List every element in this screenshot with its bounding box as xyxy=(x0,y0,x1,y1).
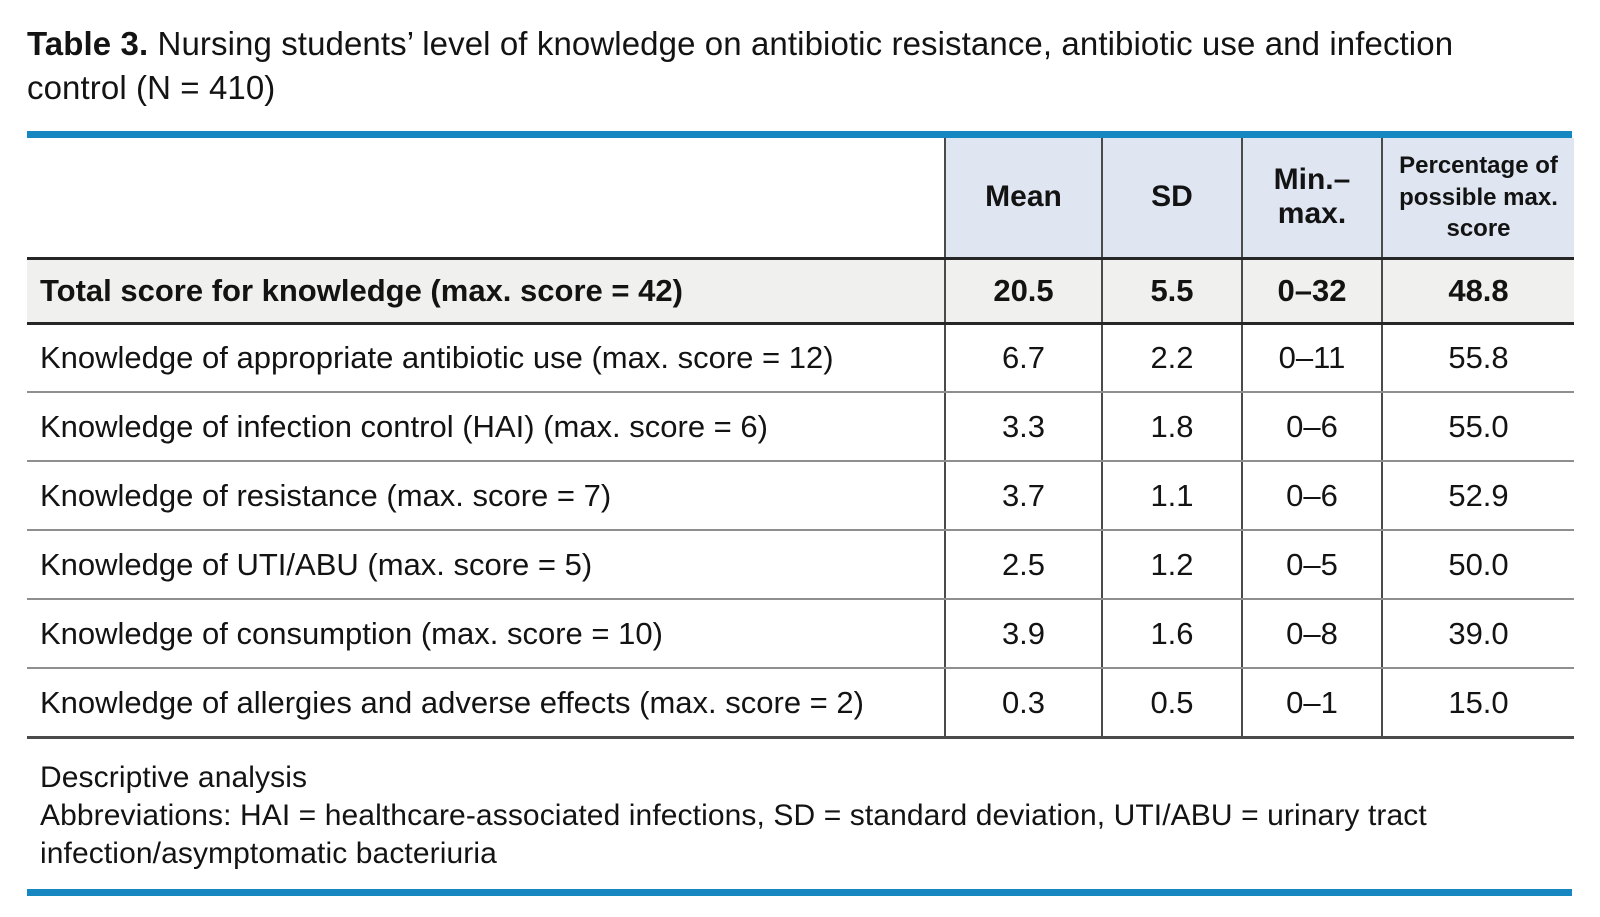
table-caption-number: Table 3. xyxy=(27,25,149,62)
cell-sd: 1.8 xyxy=(1101,392,1242,463)
cell-mean: 2.5 xyxy=(944,530,1102,601)
knowledge-table: Mean SD Min.–max. Percentage of possible… xyxy=(27,137,1574,739)
cell-sd: 5.5 xyxy=(1101,258,1242,325)
column-header-percentage: Percentage of possible max. score xyxy=(1381,137,1574,260)
row-label: Knowledge of consumption (max. score = 1… xyxy=(27,599,945,670)
footnote-analysis: Descriptive analysis xyxy=(40,760,308,794)
column-header-sd: SD xyxy=(1101,137,1242,260)
row-label: Knowledge of allergies and adverse effec… xyxy=(27,668,945,739)
table-row: Knowledge of resistance (max. score = 7)… xyxy=(27,461,1574,532)
cell-mean: 6.7 xyxy=(944,323,1102,394)
cell-percentage: 15.0 xyxy=(1381,668,1574,739)
cell-min-max: 0–11 xyxy=(1241,323,1382,394)
cell-mean: 3.7 xyxy=(944,461,1102,532)
cell-sd: 2.2 xyxy=(1101,323,1242,394)
cell-percentage: 48.8 xyxy=(1381,258,1574,325)
cell-sd: 1.2 xyxy=(1101,530,1242,601)
cell-percentage: 55.8 xyxy=(1381,323,1574,394)
cell-min-max: 0–6 xyxy=(1241,392,1382,463)
top-rule xyxy=(27,130,1572,138)
table-caption-text: Nursing students’ level of knowledge on … xyxy=(27,25,1454,106)
cell-percentage: 55.0 xyxy=(1381,392,1574,463)
cell-sd: 1.1 xyxy=(1101,461,1242,532)
cell-percentage: 50.0 xyxy=(1381,530,1574,601)
cell-sd: 0.5 xyxy=(1101,668,1242,739)
cell-mean: 3.3 xyxy=(944,392,1102,463)
table-footnotes: Descriptive analysis Abbreviations: HAI … xyxy=(27,759,1540,873)
cell-mean: 3.9 xyxy=(944,599,1102,670)
row-label: Total score for knowledge (max. score = … xyxy=(27,258,945,325)
row-label: Knowledge of UTI/ABU (max. score = 5) xyxy=(27,530,945,601)
column-header-empty xyxy=(27,137,945,260)
row-label: Knowledge of resistance (max. score = 7) xyxy=(27,461,945,532)
cell-min-max: 0–1 xyxy=(1241,668,1382,739)
column-header-min-max: Min.–max. xyxy=(1241,137,1382,260)
column-header-mean: Mean xyxy=(944,137,1102,260)
row-label: Knowledge of infection control (HAI) (ma… xyxy=(27,392,945,463)
table-caption: Table 3. Nursing students’ level of know… xyxy=(27,22,1492,110)
cell-min-max: 0–8 xyxy=(1241,599,1382,670)
header-row: Mean SD Min.–max. Percentage of possible… xyxy=(27,137,1574,260)
cell-min-max: 0–32 xyxy=(1241,258,1382,325)
table-row-total: Total score for knowledge (max. score = … xyxy=(27,258,1574,325)
bottom-rule xyxy=(27,889,1572,897)
table-row: Knowledge of appropriate antibiotic use … xyxy=(27,323,1574,394)
cell-mean: 0.3 xyxy=(944,668,1102,739)
cell-min-max: 0–6 xyxy=(1241,461,1382,532)
cell-percentage: 39.0 xyxy=(1381,599,1574,670)
cell-mean: 20.5 xyxy=(944,258,1102,325)
table-row: Knowledge of UTI/ABU (max. score = 5) 2.… xyxy=(27,530,1574,601)
table-row: Knowledge of infection control (HAI) (ma… xyxy=(27,392,1574,463)
cell-sd: 1.6 xyxy=(1101,599,1242,670)
table-row: Knowledge of allergies and adverse effec… xyxy=(27,668,1574,739)
table-row: Knowledge of consumption (max. score = 1… xyxy=(27,599,1574,670)
row-label: Knowledge of appropriate antibiotic use … xyxy=(27,323,945,394)
footnote-abbreviations: Abbreviations: HAI = healthcare-associat… xyxy=(40,798,1427,870)
cell-min-max: 0–5 xyxy=(1241,530,1382,601)
cell-percentage: 52.9 xyxy=(1381,461,1574,532)
